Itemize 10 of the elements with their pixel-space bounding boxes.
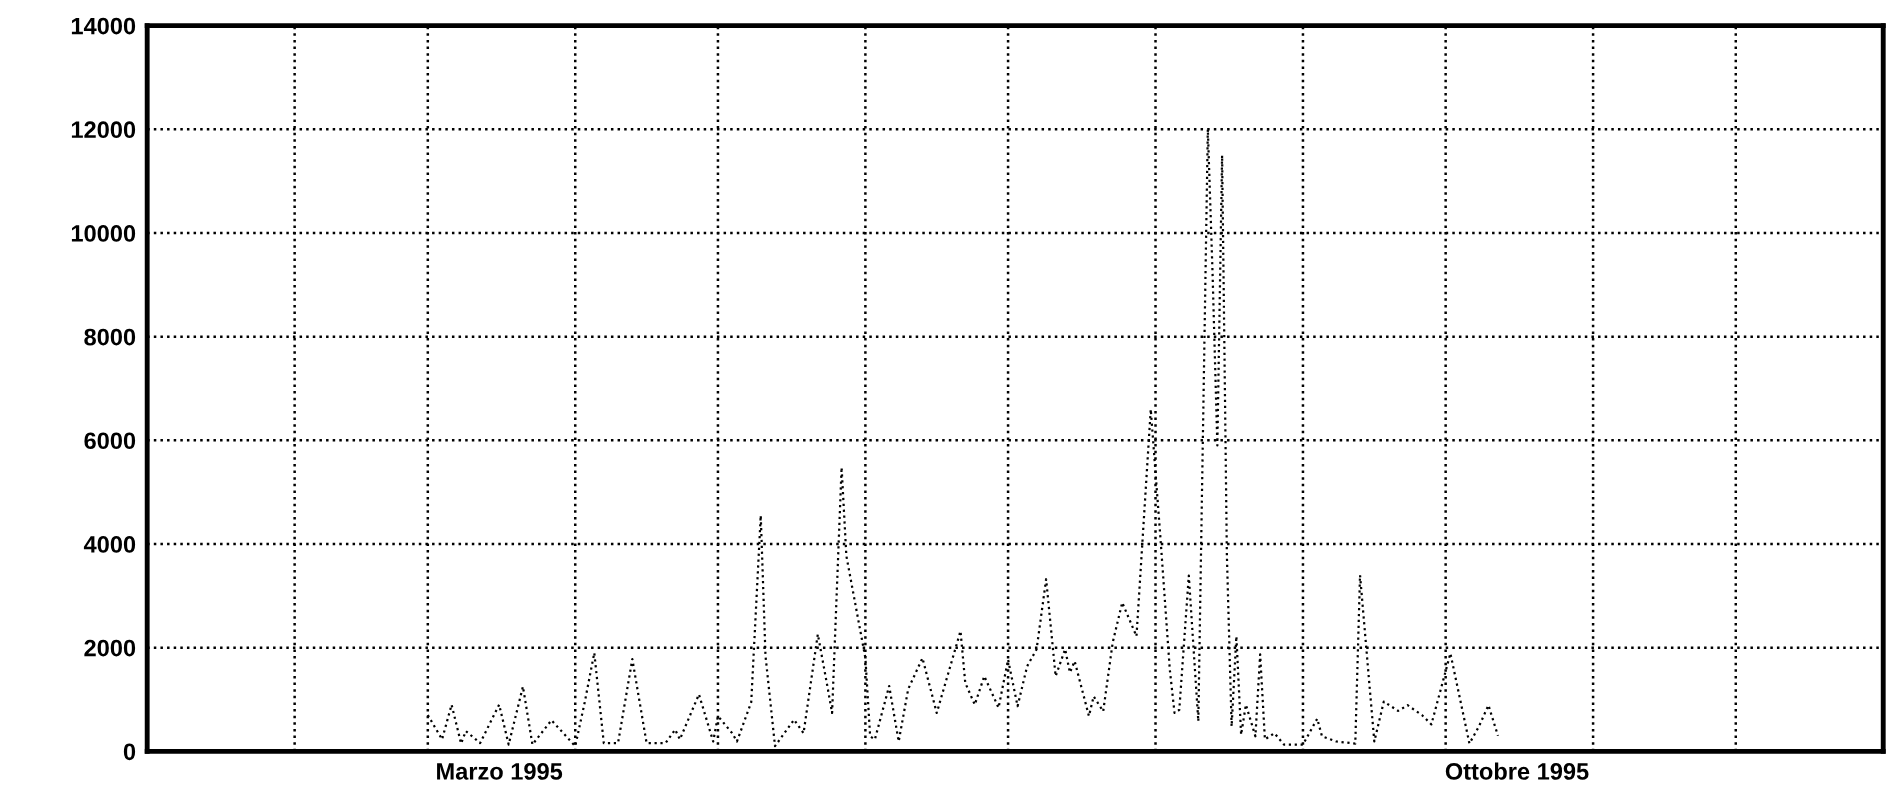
x-tick-label: Ottobre 1995 [1445,762,1589,780]
y-tick-label: 0 [123,743,136,761]
y-tick-label: 12000 [71,121,136,139]
y-tick-label: 14000 [71,17,136,35]
y-tick-label: 8000 [84,328,136,346]
y-tick-label: 2000 [84,639,136,657]
y-tick-label: 4000 [83,536,136,553]
x-tick-label: Marzo 1995 [437,763,563,780]
y-tick-label: 10000 [71,225,136,242]
y-tick-label: 6000 [84,432,136,450]
